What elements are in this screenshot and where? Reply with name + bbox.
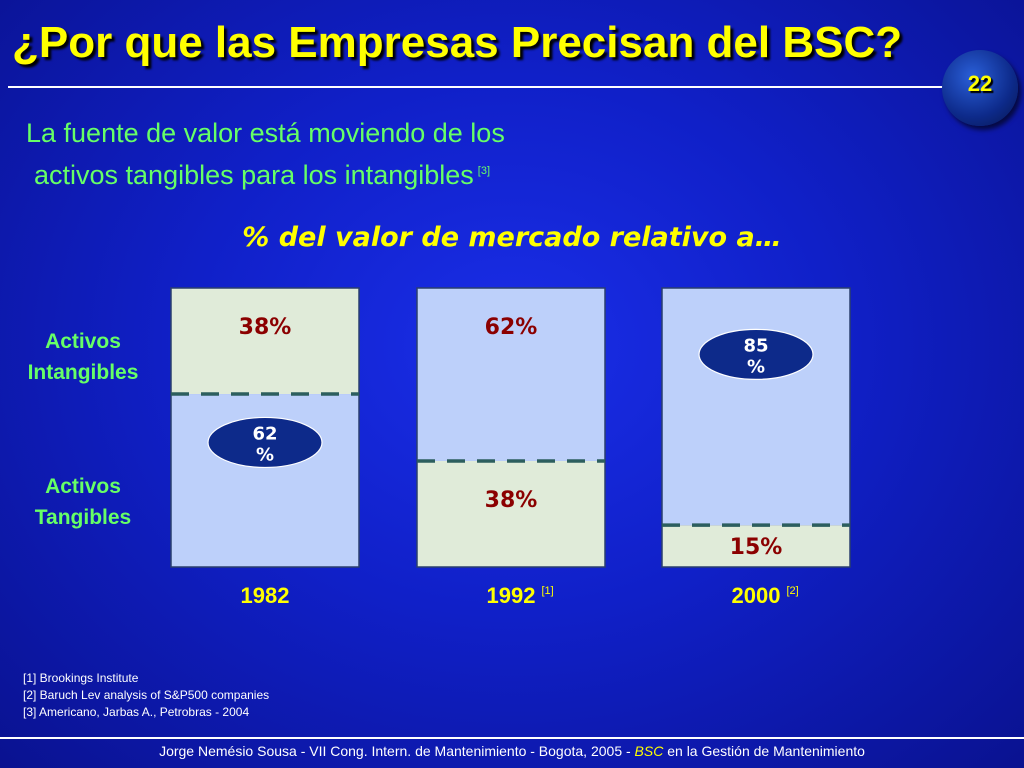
footer-topic: en la Gestión de Mantenimiento <box>663 743 865 759</box>
bar-outline-1982 <box>170 287 360 568</box>
row-label-intangibles: Activos Intangibles <box>8 326 158 388</box>
subtitle-line-2: activos tangibles para los intangibles <box>34 160 474 190</box>
chart-title: % del valor de mercado relativo a… <box>242 222 782 253</box>
row-label-intangibles-text: Activos Intangibles <box>27 330 139 384</box>
bar-outline-2000 <box>661 287 851 568</box>
bar-outline-1992 <box>416 287 606 568</box>
value-label-intangible-1982: 38% <box>239 315 292 340</box>
slide-footer: Jorge Nemésio Sousa - VII Cong. Intern. … <box>0 743 1024 759</box>
subtitle-line-1: La fuente de valor está moviendo de los <box>26 118 505 148</box>
highlight-suffix-1982: % <box>256 444 274 465</box>
bar-tangible-1992 <box>417 460 605 567</box>
page-number: 22 <box>967 71 993 96</box>
footer-bsc: BSC <box>634 743 664 759</box>
year-label-1982: 1982 <box>241 583 290 608</box>
bar-intangible-1992 <box>417 288 605 461</box>
footer-divider <box>0 737 1024 739</box>
year-reference-1992: [1] <box>541 585 553 597</box>
slide-subtitle: La fuente de valor está moviendo de los … <box>26 114 706 194</box>
year-label-2000: 2000 <box>732 583 781 608</box>
bar-intangible-2000 <box>662 288 850 526</box>
bar-intangible-1982 <box>171 288 359 395</box>
subtitle-line-2-wrap: activos tangibles para los intangibles [3… <box>26 152 706 194</box>
highlight-value-2000: 85 <box>743 335 768 356</box>
highlight-suffix-2000: % <box>747 356 765 377</box>
footnotes: [1] Brookings Institute [2] Baruch Lev a… <box>23 670 269 721</box>
year-reference-2000: [2] <box>786 585 798 597</box>
row-label-tangibles-text: Activos Tangibles <box>34 475 132 529</box>
value-label-tangible-1992: 38% <box>485 488 538 513</box>
value-label-tangible-2000: 15% <box>730 535 783 560</box>
bar-tangible-2000 <box>662 525 850 567</box>
year-label-1992: 1992 <box>487 583 536 608</box>
highlight-value-1982: 62 <box>252 423 277 444</box>
value-label-intangible-1992: 62% <box>485 315 538 340</box>
page-number-badge: 22 <box>942 50 1018 126</box>
row-label-tangibles: Activos Tangibles <box>8 471 158 533</box>
footer-author: Jorge Nemésio Sousa - VII Cong. Intern. … <box>159 743 635 759</box>
footnote-1: [1] Brookings Institute <box>23 671 139 685</box>
subtitle-reference: [3] <box>477 165 490 177</box>
slide-title: ¿Por que las Empresas Precisan del BSC? <box>12 18 903 67</box>
title-divider <box>8 86 948 88</box>
footnote-2: [2] Baruch Lev analysis of S&P500 compan… <box>23 688 270 702</box>
footnote-3: [3] Americano, Jarbas A., Petrobras - 20… <box>23 705 250 719</box>
highlight-oval-1982 <box>207 416 323 469</box>
highlight-oval-2000 <box>698 328 814 381</box>
stacked-bar-chart: 38% 62% 1982 62% 38% 1992 [1] 85% 15% 2000 [2] <box>170 287 851 608</box>
